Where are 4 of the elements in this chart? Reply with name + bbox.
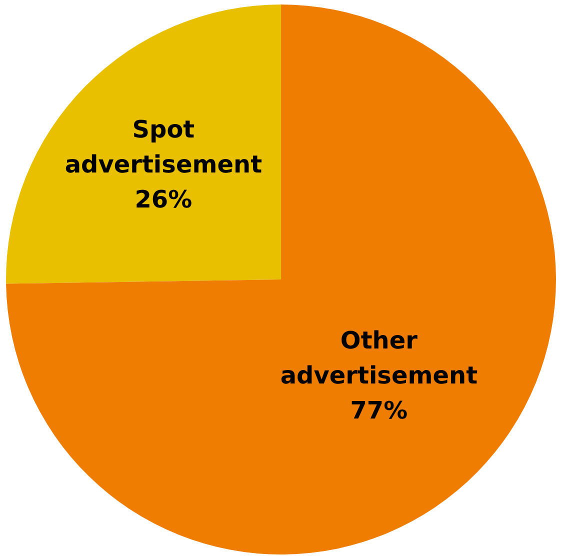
slice-label: Other advertisement <box>280 326 478 390</box>
data-label: 77% <box>350 396 408 424</box>
data-label: 26% <box>134 185 192 214</box>
slice-label: Spot advertisement <box>64 115 262 178</box>
